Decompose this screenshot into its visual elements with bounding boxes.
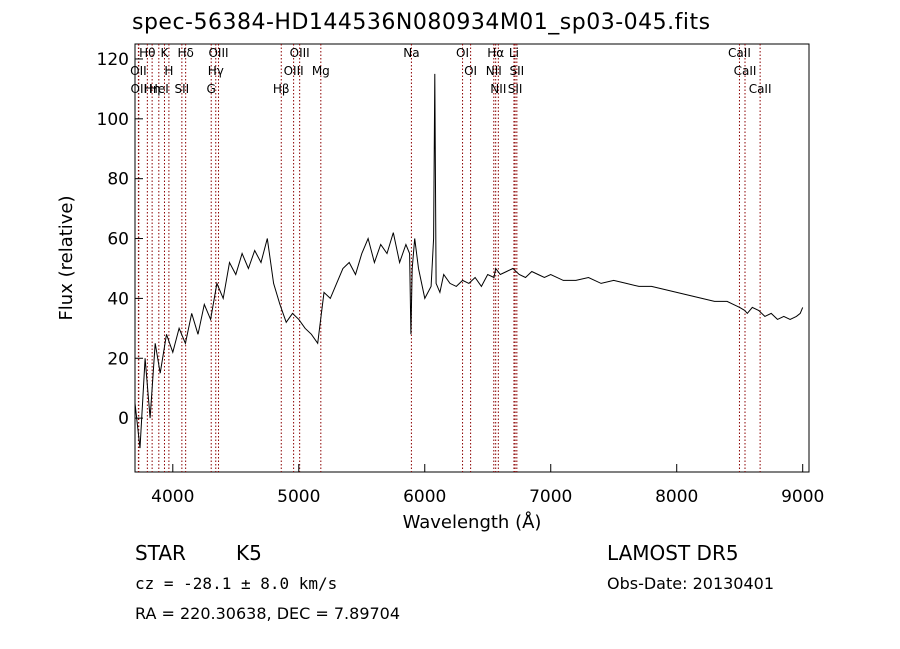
line-label-16: Na (403, 46, 419, 60)
y-tick-label-5: 100 (97, 110, 129, 130)
x-tick-label-1: 5000 (277, 487, 320, 507)
survey-name: LAMOST DR5 (607, 541, 739, 565)
line-label-14: Hβ (273, 82, 290, 96)
x-tick-label-4: 8000 (655, 487, 698, 507)
line-label-6: H (164, 64, 173, 78)
spectrum-line (134, 73, 804, 449)
line-label-20: NII (486, 64, 502, 78)
y-axis-ticks: 0 20 40 60 80 100 120 (97, 50, 143, 429)
line-label-8: SII (175, 82, 190, 96)
y-tick-label-6: 120 (97, 50, 129, 70)
line-label-27: CaII (749, 82, 772, 96)
line-label-17: OI (456, 46, 469, 60)
line-label-12: OIII (290, 46, 310, 60)
line-label-7: Hδ (177, 46, 193, 60)
line-label-21: NII (490, 82, 506, 96)
line-label-25: CaII (728, 46, 751, 60)
x-axis-ticks: 4000 5000 6000 7000 8000 9000 (151, 464, 824, 507)
x-axis-label: Wavelength (Å) (403, 511, 542, 533)
line-label-5: HeI (149, 82, 169, 96)
coordinates-readout: RA = 220.30638, DEC = 7.89704 (135, 604, 401, 623)
y-tick-label-0: 0 (118, 409, 129, 429)
x-tick-label-0: 4000 (151, 487, 194, 507)
observation-date: Obs-Date: 20130401 (607, 574, 775, 593)
line-label-15: Mg (312, 64, 330, 78)
x-tick-label-2: 6000 (403, 487, 446, 507)
line-label-19: Hα (487, 46, 504, 60)
line-label-3: K (161, 46, 170, 60)
object-subclass: K5 (236, 541, 262, 565)
line-label-0: Hθ (139, 46, 155, 60)
line-label-18: OI (464, 64, 477, 78)
x-tick-label-5: 9000 (781, 487, 824, 507)
line-label-22: SII (508, 82, 523, 96)
chart-title: spec-56384-HD144536N080934M01_sp03-045.f… (132, 10, 711, 35)
line-label-1: OII (130, 64, 147, 78)
y-tick-label-1: 20 (107, 349, 129, 369)
line-label-9: OIII (208, 46, 228, 60)
plot-frame (134, 43, 810, 473)
spectral-line-markers (137, 44, 761, 472)
line-label-24: SII (509, 64, 524, 78)
line-label-26: CaII (734, 64, 757, 78)
line-label-10: Hγ (208, 64, 224, 78)
redshift-readout: cz = -28.1 ± 8.0 km/s (135, 574, 338, 593)
y-tick-label-4: 80 (107, 170, 129, 190)
line-label-23: Li (509, 46, 519, 60)
y-axis-label: Flux (relative) (56, 195, 77, 320)
object-class: STAR (135, 541, 186, 565)
line-label-11: G (207, 82, 216, 96)
x-tick-label-3: 7000 (529, 487, 572, 507)
line-label-4: Hη (144, 82, 161, 96)
y-tick-label-2: 40 (107, 289, 129, 309)
line-label-13: OIII (284, 64, 304, 78)
line-label-2: OII (131, 82, 148, 96)
y-tick-label-3: 60 (107, 230, 129, 250)
